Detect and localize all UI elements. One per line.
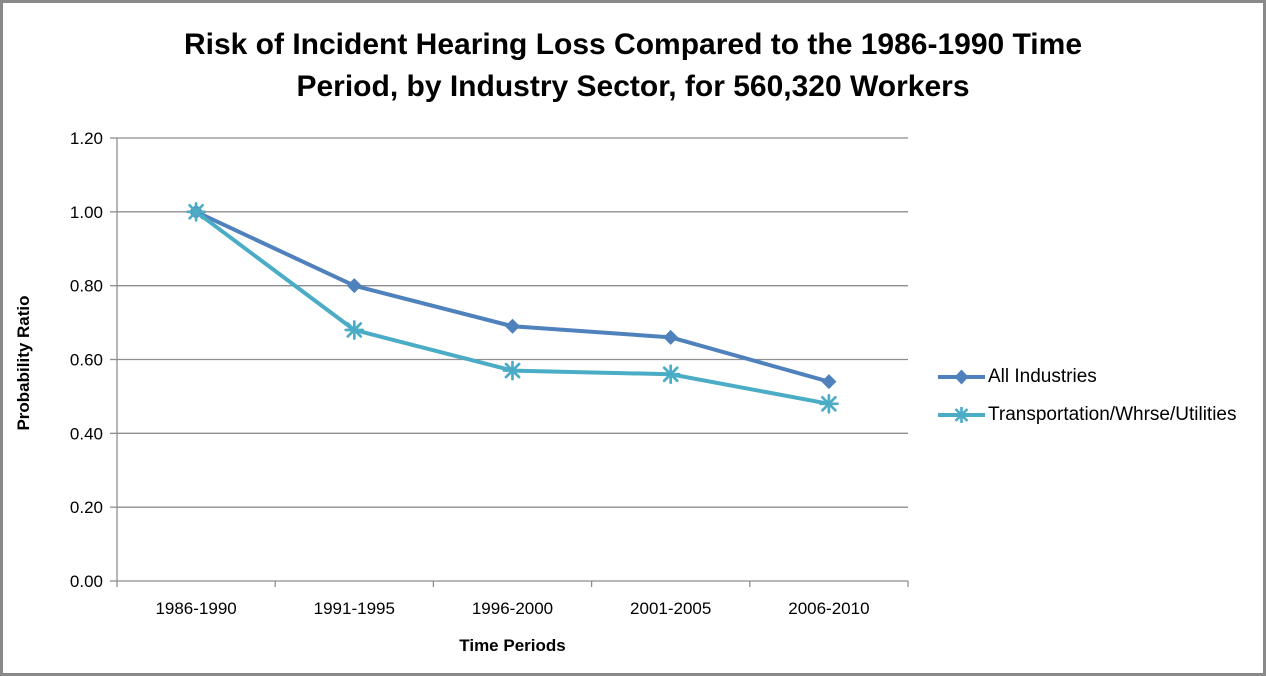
asterisk-marker-icon [938, 407, 985, 423]
data-point-asterisk [186, 201, 206, 222]
data-point-asterisk [502, 360, 523, 381]
y-tick-label: 0.00 [70, 572, 103, 591]
chart-plot-area: 0.00 0.20 0.40 0.60 0.80 1.00 1.20 1986-1990 199… [70, 129, 909, 618]
y-tick-label: 0.20 [70, 498, 103, 517]
legend-item-transportation: Transportation/Whrse/Utilities [937, 403, 1236, 427]
x-tick-label: 2006-2010 [788, 599, 869, 618]
data-point-asterisk [819, 393, 839, 414]
chart-title: Risk of Incident Hearing Loss Compared t… [3, 24, 1263, 108]
chart-title-line-1: Risk of Incident Hearing Loss Compared t… [183, 28, 1083, 61]
legend-item-all-industries: All Industries [937, 365, 1236, 389]
data-point-diamond [505, 318, 520, 334]
x-tick-label: 1986-1990 [155, 599, 236, 618]
y-tick-label: 0.60 [70, 351, 103, 370]
diamond-marker-icon [938, 369, 985, 385]
data-point-asterisk [344, 320, 365, 340]
y-tick-label: 1.20 [70, 129, 103, 148]
x-tick-label: 1991-1995 [314, 599, 395, 618]
series-line-0 [194, 209, 831, 384]
x-tick-label: 1996-2000 [472, 599, 553, 618]
x-tick-label: 2001-2005 [630, 599, 711, 618]
data-point-asterisk [660, 364, 681, 385]
legend-label-all-industries: All Industries [988, 366, 1097, 387]
chart-title-line-2: Period, by Industry Sector, for 560,320 … [296, 70, 970, 103]
data-point-diamond [821, 374, 837, 390]
y-axis-title-text: Probability Ratio [14, 295, 33, 431]
data-point-diamond [346, 278, 362, 294]
data-point-diamond [663, 329, 679, 345]
y-tick-label: 0.40 [70, 424, 103, 443]
legend-label-transportation: Transportation/Whrse/Utilities [988, 404, 1237, 425]
y-tick-label: 0.80 [70, 277, 103, 296]
y-axis-title: Probability Ratio [14, 233, 33, 493]
legend: All Industries Transportation/Whrse/Util… [937, 365, 1236, 441]
x-axis-title: Time Periods [459, 636, 566, 655]
y-tick-label: 1.00 [70, 203, 103, 222]
